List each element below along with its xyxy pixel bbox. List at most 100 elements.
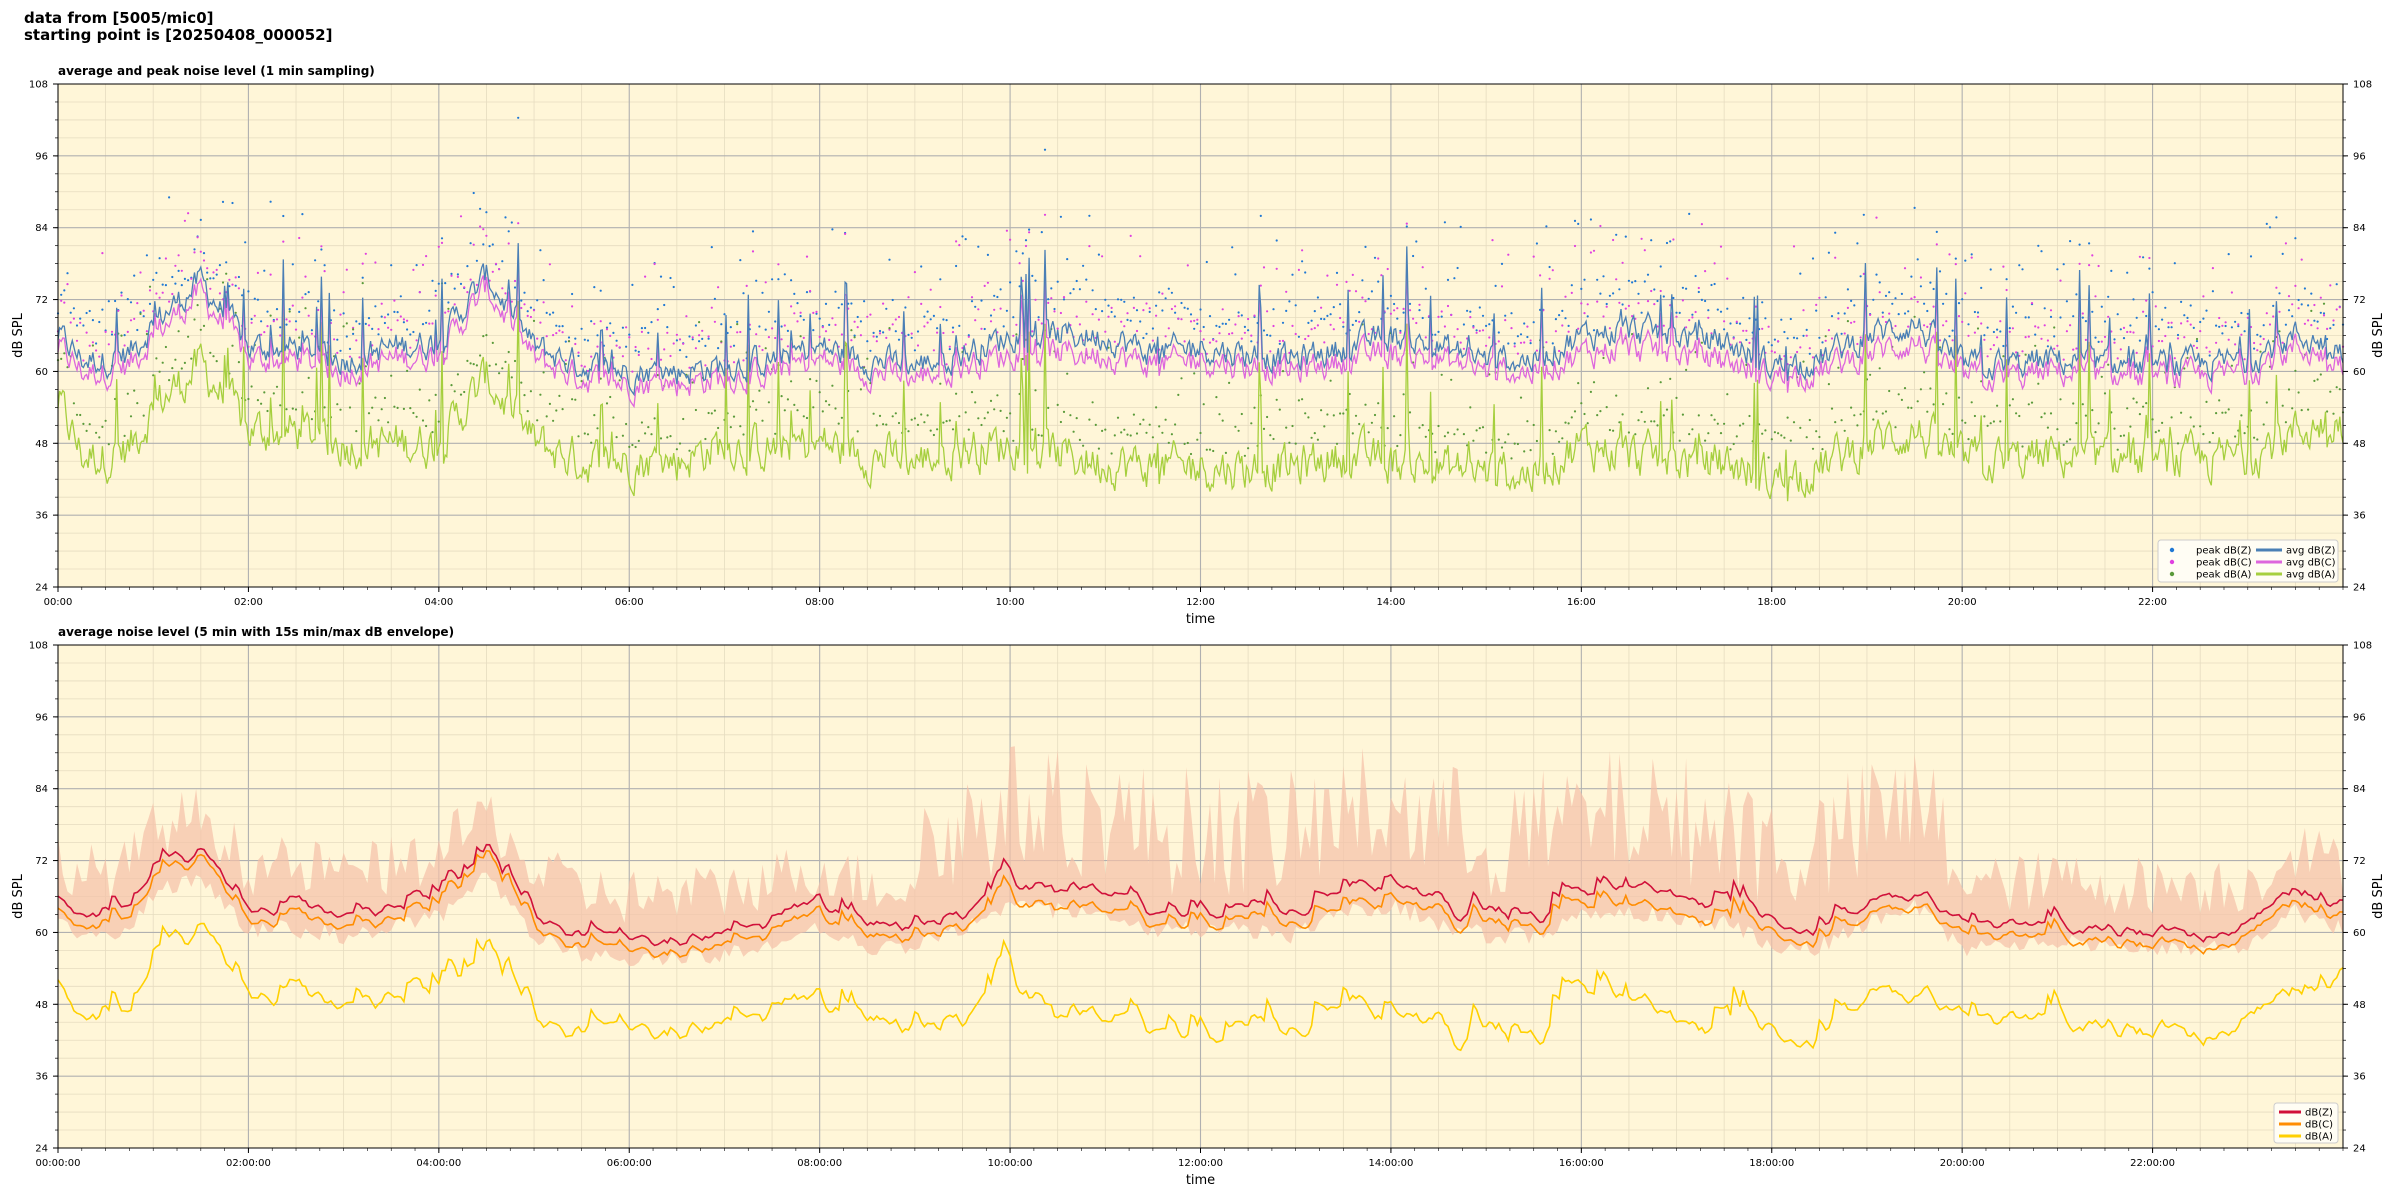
peak-z-point	[1954, 257, 1957, 260]
peak-a-point	[1370, 421, 1373, 424]
peak-c-point	[377, 328, 380, 331]
peak-c-point	[1605, 305, 1608, 308]
peak-c-point	[986, 281, 990, 284]
peak-z-point	[1399, 329, 1402, 332]
peak-c-point	[885, 336, 888, 339]
peak-z-point	[1456, 266, 1459, 270]
peak-c-point	[1228, 332, 1231, 336]
y-tick-label-left: 36	[35, 1072, 48, 1083]
peak-c-point	[609, 334, 612, 337]
peak-c-point	[1659, 289, 1662, 293]
peak-z-point	[1840, 332, 1843, 335]
peak-c-point	[1653, 303, 1656, 306]
peak-c-point	[1018, 262, 1021, 265]
peak-a-point	[1688, 433, 1691, 436]
peak-z-point	[2173, 262, 2176, 265]
peak-z-point	[387, 313, 390, 316]
peak-c-point	[1351, 273, 1354, 276]
peak-z-point	[1015, 250, 1018, 253]
peak-c-point	[399, 315, 402, 318]
peak-a-point	[1288, 441, 1291, 444]
peak-c-point	[180, 269, 183, 272]
peak-z-point	[469, 242, 472, 245]
y-tick-label-right: 24	[2353, 1144, 2366, 1155]
peak-a-point	[1561, 437, 1564, 440]
peak-c-point	[2294, 284, 2297, 287]
peak-c-point	[1777, 340, 1780, 343]
peak-a-point	[415, 415, 418, 418]
peak-a-point	[996, 394, 999, 397]
x-tick-label: 14:00:00	[1368, 1158, 1413, 1169]
peak-z-point	[91, 319, 94, 322]
peak-a-point	[1126, 433, 1129, 436]
peak-z-point	[1193, 327, 1196, 330]
peak-a-point	[212, 355, 215, 358]
peak-z-point	[1989, 268, 1992, 271]
peak-c-point	[1732, 337, 1735, 340]
peak-z-point	[1250, 340, 1253, 343]
peak-a-point	[1573, 410, 1577, 413]
peak-a-point	[840, 416, 844, 419]
peak-z-point	[466, 265, 469, 268]
peak-c-point	[2119, 348, 2122, 351]
peak-c-point	[1291, 324, 1294, 327]
peak-c-point	[1523, 341, 1526, 344]
peak-a-point	[2199, 425, 2202, 428]
peak-z-point	[2154, 325, 2157, 328]
peak-c-point	[1377, 257, 1380, 260]
peak-z-point	[142, 315, 145, 318]
peak-a-point	[850, 329, 853, 332]
peak-z-point	[225, 261, 228, 264]
peak-c-point	[2046, 339, 2049, 342]
peak-c-point	[1719, 245, 1723, 248]
peak-a-point	[856, 430, 859, 433]
peak-z-point	[951, 326, 955, 329]
peak-c-point	[593, 322, 596, 325]
peak-z-point	[1888, 291, 1891, 294]
peak-a-point	[1069, 414, 1072, 417]
peak-z-point	[644, 326, 647, 330]
peak-z-point	[1519, 333, 1523, 336]
peak-c-point	[2253, 341, 2256, 345]
peak-z-point	[402, 321, 405, 324]
peak-c-point	[1221, 308, 1224, 311]
peak-c-point	[536, 337, 539, 340]
peak-z-point	[1307, 321, 1310, 324]
peak-a-point	[1139, 423, 1142, 426]
peak-c-point	[1859, 336, 1862, 339]
peak-a-point	[2313, 379, 2316, 382]
peak-c-point	[1050, 297, 1053, 300]
peak-z-point	[647, 331, 650, 334]
peak-a-point	[2021, 445, 2024, 448]
peak-c-point	[1519, 341, 1523, 344]
peak-c-point	[1170, 307, 1173, 311]
peak-a-point	[866, 357, 869, 360]
peak-c-point	[755, 333, 758, 336]
peak-z-point	[1910, 275, 1913, 278]
peak-z-point	[799, 315, 802, 318]
peak-c-point	[2005, 288, 2008, 292]
peak-c-point	[1504, 319, 1507, 322]
peak-c-point	[1269, 350, 1272, 353]
peak-a-point	[793, 403, 796, 406]
peak-a-point	[1097, 447, 1100, 450]
peak-a-point	[298, 336, 301, 339]
peak-z-point	[1354, 319, 1358, 322]
peak-z-point	[2135, 316, 2138, 319]
peak-z-point	[2192, 326, 2195, 329]
peak-a-point	[897, 421, 901, 425]
peak-a-point	[1094, 423, 1097, 426]
peak-z-point	[1135, 309, 1139, 312]
peak-c-point	[574, 342, 577, 346]
peak-z-point	[615, 339, 618, 342]
peak-a-point	[1373, 413, 1377, 417]
peak-z-point	[1881, 311, 1884, 314]
peak-z-point	[1773, 338, 1776, 341]
peak-c-point	[396, 319, 399, 322]
peak-z-point	[1446, 278, 1450, 281]
peak-c-point	[866, 315, 869, 318]
peak-c-point	[517, 222, 520, 225]
peak-a-point	[837, 422, 840, 425]
peak-c-point	[688, 366, 691, 369]
